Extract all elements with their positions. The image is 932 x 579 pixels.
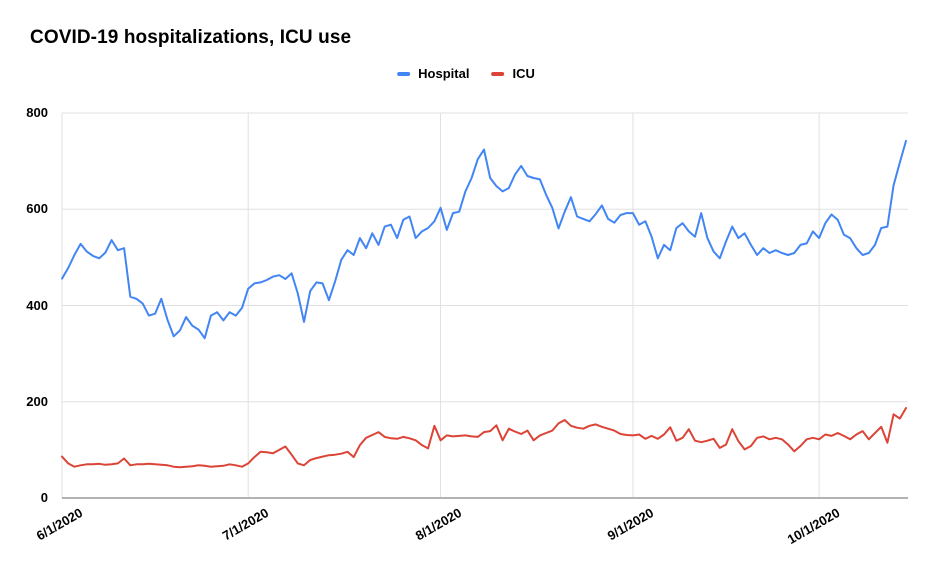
legend-item-icu: ICU bbox=[491, 66, 535, 81]
legend-label-icu: ICU bbox=[512, 66, 535, 81]
y-axis-tick-label-200: 200 bbox=[26, 394, 48, 409]
hospital-line bbox=[61, 139, 907, 340]
icu-line bbox=[61, 407, 907, 469]
chart-legend: Hospital ICU bbox=[397, 66, 535, 81]
hospital-series-swatch-icon bbox=[397, 71, 411, 76]
y-axis-tick-label-0: 0 bbox=[40, 490, 48, 505]
icu-series-swatch-icon bbox=[491, 71, 505, 76]
legend-item-hospital: Hospital bbox=[397, 66, 469, 81]
chart-title: COVID-19 hospitalizations, ICU use bbox=[30, 27, 352, 48]
y-axis-tick-label-800: 800 bbox=[26, 105, 48, 120]
y-axis-tick-label-600: 600 bbox=[26, 201, 48, 216]
y-axis-tick-label-400: 400 bbox=[26, 298, 48, 313]
legend-label-hospital: Hospital bbox=[418, 66, 470, 81]
